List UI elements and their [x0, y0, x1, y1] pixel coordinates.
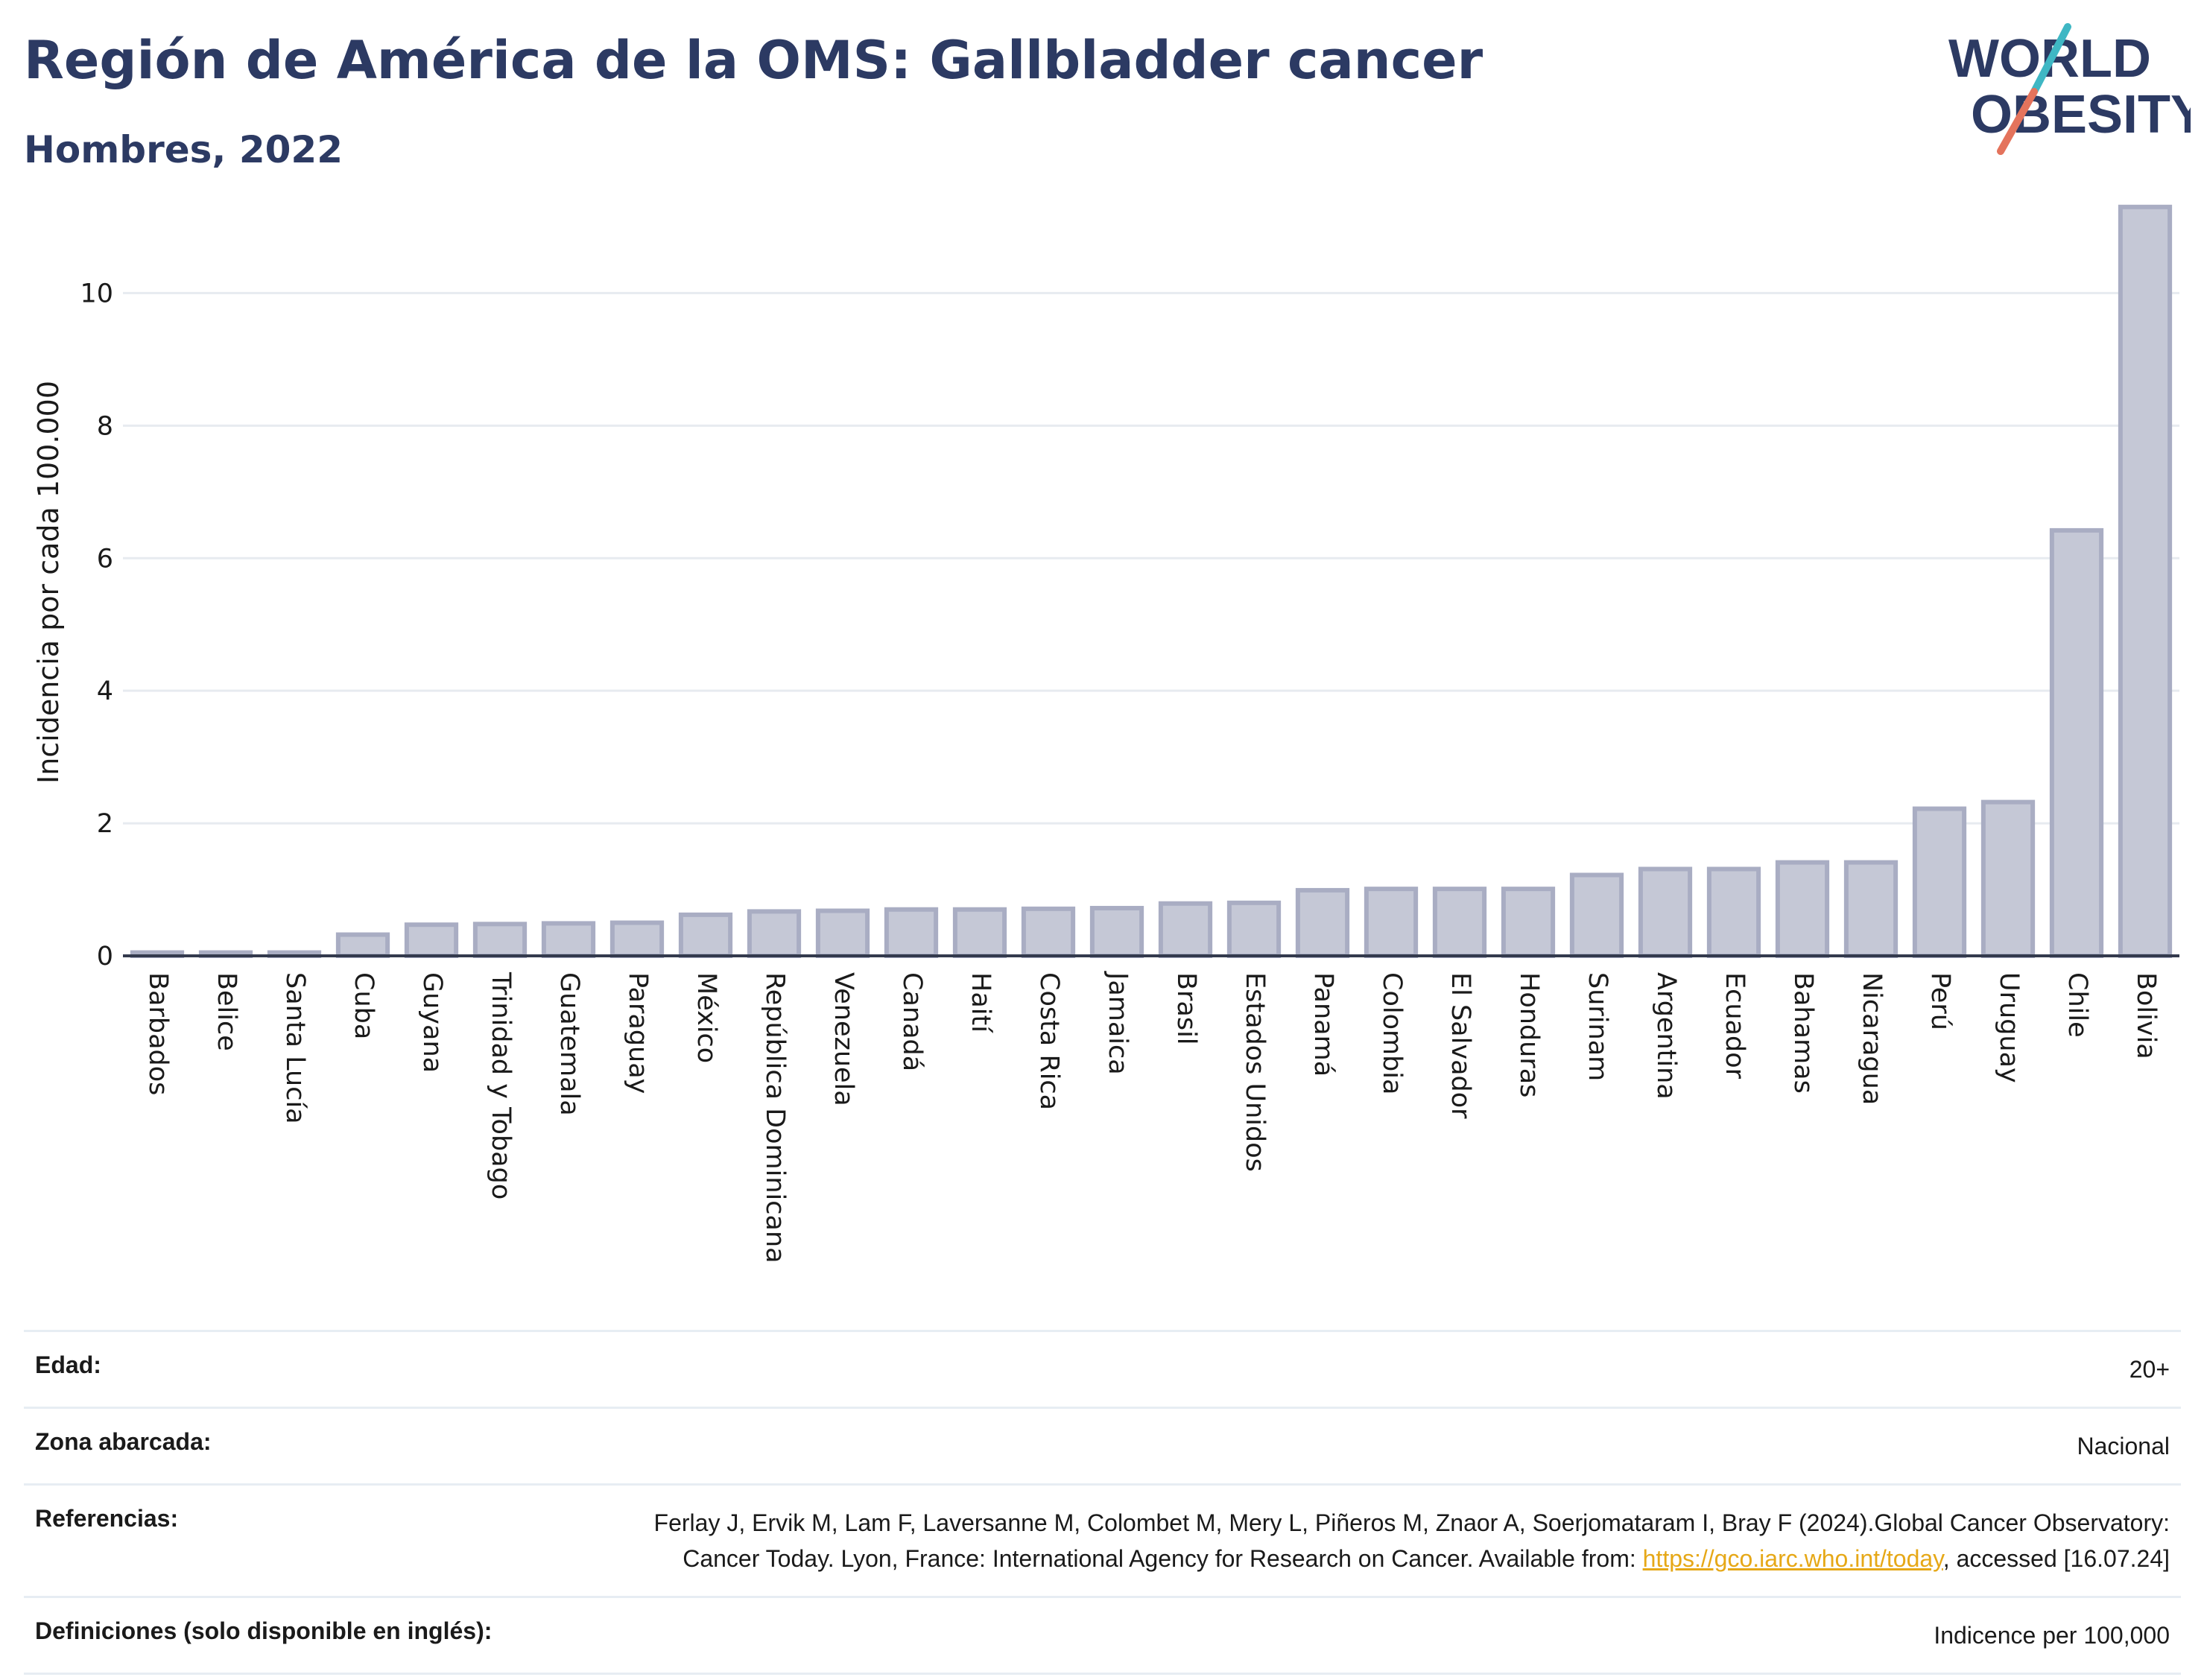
- x-tick-label: Paraguay: [623, 972, 653, 1094]
- bar-canadá[interactable]: [884, 907, 939, 959]
- x-tick-label: Brasil: [1171, 972, 1201, 1045]
- bar-bahamas[interactable]: [1775, 860, 1830, 958]
- chart-title: Región de América de la OMS: Gallbladder…: [24, 30, 1483, 91]
- meta-value-age: 20+: [2129, 1356, 2170, 1383]
- tick-labels: 0 2 4 6 8 10 Barbados Belice Santa Lucía Cuba Guya…: [32, 279, 2161, 1263]
- x-tick-label: Canadá: [897, 972, 927, 1071]
- logo-stroke-teal: [2030, 23, 2071, 95]
- x-tick-label: Uruguay: [1994, 972, 2024, 1083]
- bar-paraguay[interactable]: [609, 920, 665, 958]
- bar-uruguay[interactable]: [1980, 799, 2036, 958]
- x-tick-label: Estados Unidos: [1240, 972, 1270, 1172]
- x-tick-label: Chile: [2062, 972, 2092, 1038]
- meta-value-area: Nacional: [2077, 1433, 2170, 1459]
- reference-text: Ferlay J, Ervik M, Lam F, Laversanne M, …: [653, 1509, 2170, 1572]
- x-tick-label: Cuba: [349, 972, 379, 1039]
- x-tick-label: Ecuador: [1720, 972, 1749, 1080]
- bar-jamaica[interactable]: [1089, 905, 1144, 958]
- reference-accessed: , accessed [16.07.24]: [1942, 1545, 2170, 1572]
- meta-label-definitions: Definiciones (solo disponible en inglés)…: [35, 1617, 493, 1644]
- meta-value-references: Ferlay J, Ervik M, Lam F, Laversanne M, …: [642, 1505, 2170, 1576]
- bar-chart: 0 2 4 6 8 10 Barbados Belice Santa Lucía Cuba Guya…: [32, 204, 2179, 1264]
- y-tick-label: 10: [80, 279, 113, 308]
- bar-bolivia[interactable]: [2118, 204, 2173, 958]
- bar-costa-rica[interactable]: [1021, 906, 1076, 958]
- chart-subtitle: Hombres, 2022: [24, 128, 343, 171]
- bar-ecuador[interactable]: [1706, 866, 1761, 958]
- bar-colombia[interactable]: [1364, 887, 1419, 959]
- x-tick-label: Belice: [212, 972, 241, 1051]
- meta-value-definitions: Indicence per 100,000: [1934, 1622, 2170, 1649]
- bar-cuba[interactable]: [335, 932, 390, 959]
- meta-label-references: Referencias:: [35, 1505, 179, 1532]
- meta-row-age: Edad: 20+: [24, 1330, 2181, 1407]
- meta-row-area: Zona abarcada: Nacional: [24, 1407, 2181, 1483]
- x-tick-label: Guatemala: [554, 972, 584, 1116]
- bar-guyana[interactable]: [404, 922, 459, 958]
- x-tick-label: Colombia: [1377, 972, 1407, 1094]
- logo-stroke-coral: [1997, 88, 2038, 155]
- bar-panamá[interactable]: [1295, 887, 1350, 958]
- meta-row-references: Referencias: Ferlay J, Ervik M, Lam F, L…: [24, 1483, 2181, 1596]
- x-tick-label: Surinam: [1583, 972, 1612, 1081]
- x-tick-label: Venezuela: [829, 972, 858, 1106]
- x-tick-label: Guyana: [417, 972, 447, 1073]
- x-tick-label: Bahamas: [1788, 972, 1818, 1094]
- x-tick-label: Jamaica: [1103, 971, 1133, 1075]
- bar-perú[interactable]: [1912, 806, 1967, 958]
- x-tick-label: Trinidad y Tobago: [486, 971, 516, 1199]
- x-tick-label: Argentina: [1651, 972, 1681, 1100]
- x-tick-label: México: [691, 972, 721, 1063]
- x-tick-label: Barbados: [143, 972, 173, 1095]
- meta-label-age: Edad:: [35, 1351, 101, 1378]
- x-tick-label: Bolivia: [2131, 972, 2161, 1059]
- x-tick-label: Panamá: [1308, 972, 1338, 1077]
- meta-row-definitions: Definiciones (solo disponible en inglés)…: [24, 1596, 2181, 1675]
- bar-nicaragua[interactable]: [1843, 860, 1899, 958]
- bars: [130, 204, 2173, 959]
- bar-méxico[interactable]: [678, 912, 733, 958]
- bar-venezuela[interactable]: [815, 908, 870, 958]
- x-tick-label: Perú: [1925, 972, 1955, 1030]
- y-tick-label: 2: [97, 809, 113, 839]
- y-tick-label: 4: [97, 676, 113, 706]
- bar-república-dominicana[interactable]: [747, 909, 802, 959]
- world-obesity-logo: WORLD OBESITY: [1948, 23, 2191, 155]
- y-tick-label: 0: [97, 942, 113, 971]
- bar-brasil[interactable]: [1158, 901, 1213, 959]
- metadata-table: Edad: 20+ Zona abarcada: Nacional Refere…: [24, 1330, 2181, 1675]
- bar-honduras[interactable]: [1501, 887, 1556, 959]
- y-tick-label: 6: [97, 544, 113, 574]
- x-tick-label: El Salvador: [1445, 972, 1475, 1119]
- x-tick-label: República Dominicana: [760, 972, 790, 1264]
- bar-trinidad-y-tobago[interactable]: [472, 922, 528, 959]
- x-tick-label: Costa Rica: [1034, 972, 1064, 1110]
- reference-link[interactable]: https://gco.iarc.who.int/today: [1642, 1545, 1943, 1572]
- x-tick-label: Santa Lucía: [280, 972, 310, 1124]
- y-tick-label: 8: [97, 411, 113, 441]
- x-tick-label: Nicaragua: [1857, 972, 1887, 1105]
- bar-estados-unidos[interactable]: [1226, 900, 1282, 959]
- bar-surinam[interactable]: [1569, 872, 1624, 958]
- x-tick-label: Haití: [966, 972, 995, 1033]
- y-axis-title: Incidencia por cada 100.000: [32, 381, 65, 784]
- grid-lines: [123, 291, 2179, 825]
- x-tick-label: Honduras: [1514, 972, 1544, 1097]
- bar-argentina[interactable]: [1638, 866, 1693, 958]
- bar-el-salvador[interactable]: [1432, 887, 1487, 959]
- bar-chile[interactable]: [2049, 527, 2104, 958]
- meta-label-area: Zona abarcada:: [35, 1428, 212, 1455]
- bar-guatemala[interactable]: [541, 921, 596, 958]
- bar-haití[interactable]: [952, 907, 1007, 959]
